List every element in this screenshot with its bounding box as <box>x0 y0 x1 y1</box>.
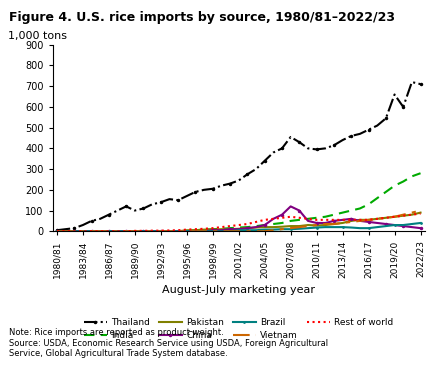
Legend: Thailand, India, Pakistan, China, Brazil, Vietnam, Rest of world: Thailand, India, Pakistan, China, Brazil… <box>81 314 397 344</box>
X-axis label: August-July marketing year: August-July marketing year <box>162 285 315 295</box>
Text: Figure 4. U.S. rice imports by source, 1980/81–2022/23: Figure 4. U.S. rice imports by source, 1… <box>9 11 395 24</box>
Text: 1,000 tons: 1,000 tons <box>8 31 67 41</box>
Text: Note: Rice imports are reported as product weight.
Source: USDA, Economic Resear: Note: Rice imports are reported as produ… <box>9 328 328 358</box>
